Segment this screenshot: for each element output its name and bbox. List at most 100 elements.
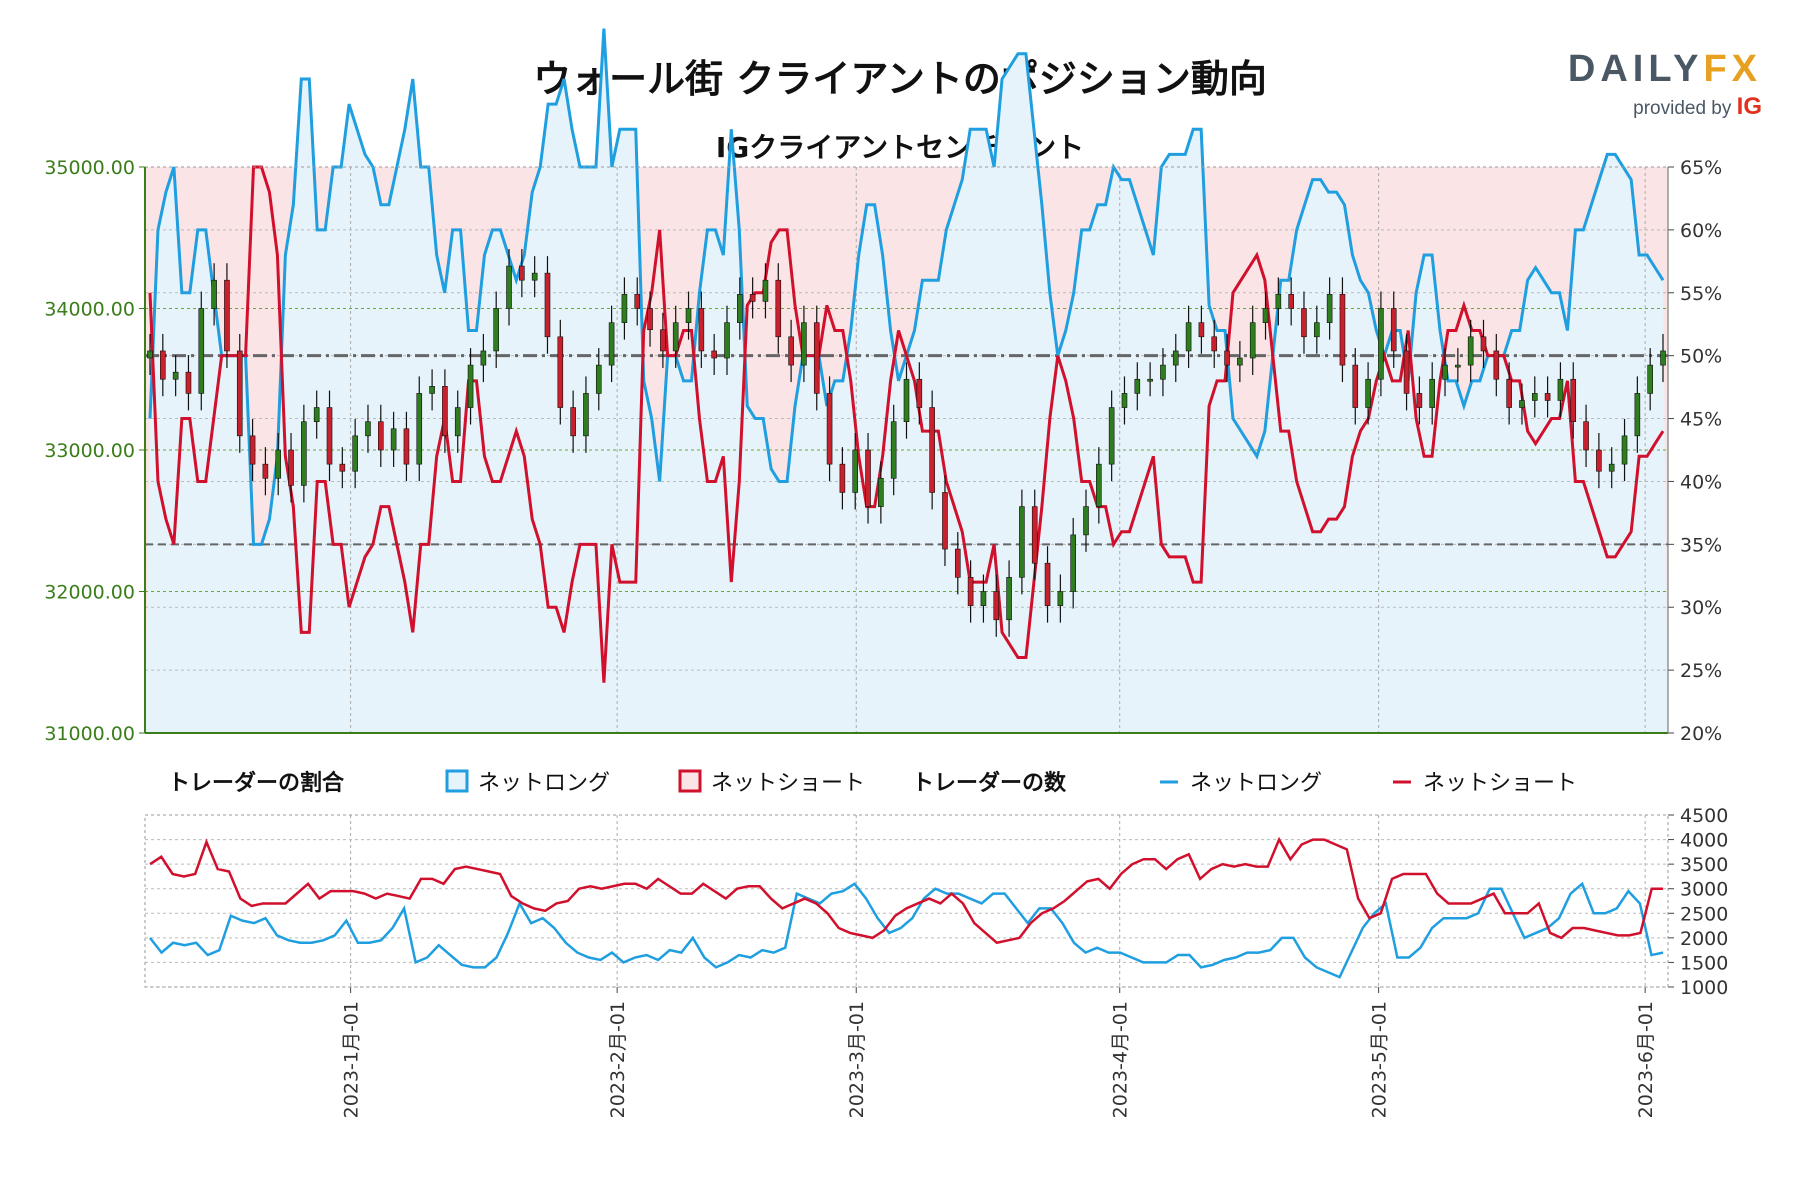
candle-down: [634, 294, 641, 309]
candle-up: [608, 322, 615, 366]
candle-down: [660, 329, 666, 352]
candle-up: [1134, 378, 1141, 394]
candle-down: [1583, 421, 1589, 451]
candle-up: [1326, 294, 1333, 323]
count-net-short-line: [149, 836, 1663, 945]
candle-up: [621, 294, 628, 323]
candle-down: [1416, 393, 1423, 408]
candle-up: [429, 386, 435, 394]
x-tick-label: 2023-6月-01: [1635, 1001, 1657, 1118]
candle-down: [813, 322, 820, 394]
candle-up: [583, 393, 589, 437]
right-tick-label: 40%: [1680, 471, 1722, 493]
candle-up: [878, 477, 884, 507]
lower-tick-label: 3500: [1680, 854, 1728, 876]
candle-up: [211, 279, 217, 309]
candle-up: [1467, 336, 1474, 366]
candle-up: [724, 322, 730, 359]
candle-up: [672, 322, 679, 352]
x-tick-label: 2023-3月-01: [846, 1001, 868, 1118]
lower-tick-label: 3000: [1680, 879, 1728, 901]
candle-down: [954, 548, 961, 578]
candle-up: [903, 378, 910, 423]
candle-up: [147, 350, 153, 359]
candle-down: [711, 350, 717, 359]
candle-up: [365, 421, 371, 437]
candle-down: [1403, 350, 1410, 394]
candle-up: [1442, 364, 1448, 380]
candle-up: [531, 272, 538, 281]
candle-up: [301, 421, 307, 486]
candle-down: [236, 350, 243, 437]
right-tick-label: 25%: [1680, 660, 1722, 682]
right-tick-label: 30%: [1680, 597, 1722, 619]
candle-down: [519, 265, 525, 281]
candle-up: [1660, 350, 1666, 366]
legend-ratio-title: トレーダーの割合: [168, 770, 345, 796]
candle-down: [1480, 336, 1487, 352]
candle-down: [865, 449, 871, 507]
candle-up: [1429, 378, 1436, 408]
candle-up: [1070, 534, 1076, 592]
candle-up: [1147, 378, 1153, 382]
candle-down: [993, 591, 1000, 621]
logo-ig: IG: [1736, 93, 1762, 120]
candle-up: [980, 591, 987, 606]
candle-up: [1608, 463, 1615, 472]
candle-down: [916, 378, 923, 408]
candle-down: [224, 279, 230, 352]
x-tick-label: 2023-2月-01: [607, 1001, 629, 1118]
candle-down: [1211, 336, 1218, 352]
logo-brand-b: FX: [1703, 48, 1762, 90]
right-tick-label: 45%: [1680, 409, 1722, 431]
candle-down: [262, 463, 269, 479]
candle-down: [1596, 449, 1602, 472]
x-tick-label: 2023-4月-01: [1110, 1001, 1132, 1118]
candle-up: [1557, 378, 1564, 401]
candle-up: [1108, 407, 1115, 465]
left-tick-label: 32000.00: [44, 582, 135, 604]
candle-down: [647, 308, 653, 331]
candle-up: [1185, 322, 1192, 352]
candle-down: [788, 336, 794, 366]
logo-provided-by: provided by: [1633, 98, 1732, 119]
legend-count-long-label: ネットロング: [1190, 771, 1322, 796]
candle-down: [544, 272, 551, 338]
candle-down: [839, 463, 846, 493]
candle-up: [416, 393, 423, 465]
lower-tick-label: 1500: [1680, 952, 1728, 974]
candle-up: [1006, 577, 1012, 621]
candle-down: [339, 463, 346, 472]
left-tick-label: 31000.00: [44, 723, 135, 745]
chart-title: ウォール街 クライアントのポジション動向: [533, 57, 1267, 101]
candle-down: [557, 336, 564, 408]
candle-up: [1019, 506, 1025, 578]
candle-down: [1493, 350, 1500, 380]
candle-up: [1121, 393, 1128, 408]
candle-down: [288, 449, 294, 486]
right-tick-label: 60%: [1680, 220, 1722, 242]
legend-count-title: トレーダーの数: [912, 770, 1067, 796]
candle-up: [1172, 350, 1179, 366]
candle-up: [801, 322, 807, 366]
candle-down: [570, 407, 576, 437]
candle-down: [1031, 506, 1038, 564]
candle-down: [185, 371, 192, 394]
candle-down: [1390, 308, 1397, 352]
candle-up: [762, 279, 769, 302]
candle-down: [1544, 393, 1551, 401]
candle-down: [775, 279, 782, 338]
candle-up: [737, 294, 743, 323]
lower-tick-label: 4500: [1680, 805, 1728, 827]
right-tick-label: 55%: [1680, 283, 1722, 305]
candle-down: [967, 577, 974, 606]
candle-down: [1224, 350, 1230, 366]
legend-swatch-short: [678, 769, 702, 793]
candle-down: [377, 421, 384, 451]
candle-down: [929, 407, 935, 493]
candle-up: [1531, 393, 1538, 401]
x-tick-label: 2023-5月-01: [1369, 1001, 1391, 1118]
dailyfx-logo: DAILYFX provided by IG: [1540, 48, 1762, 121]
candle-down: [442, 386, 448, 437]
candle-up: [1249, 322, 1256, 359]
